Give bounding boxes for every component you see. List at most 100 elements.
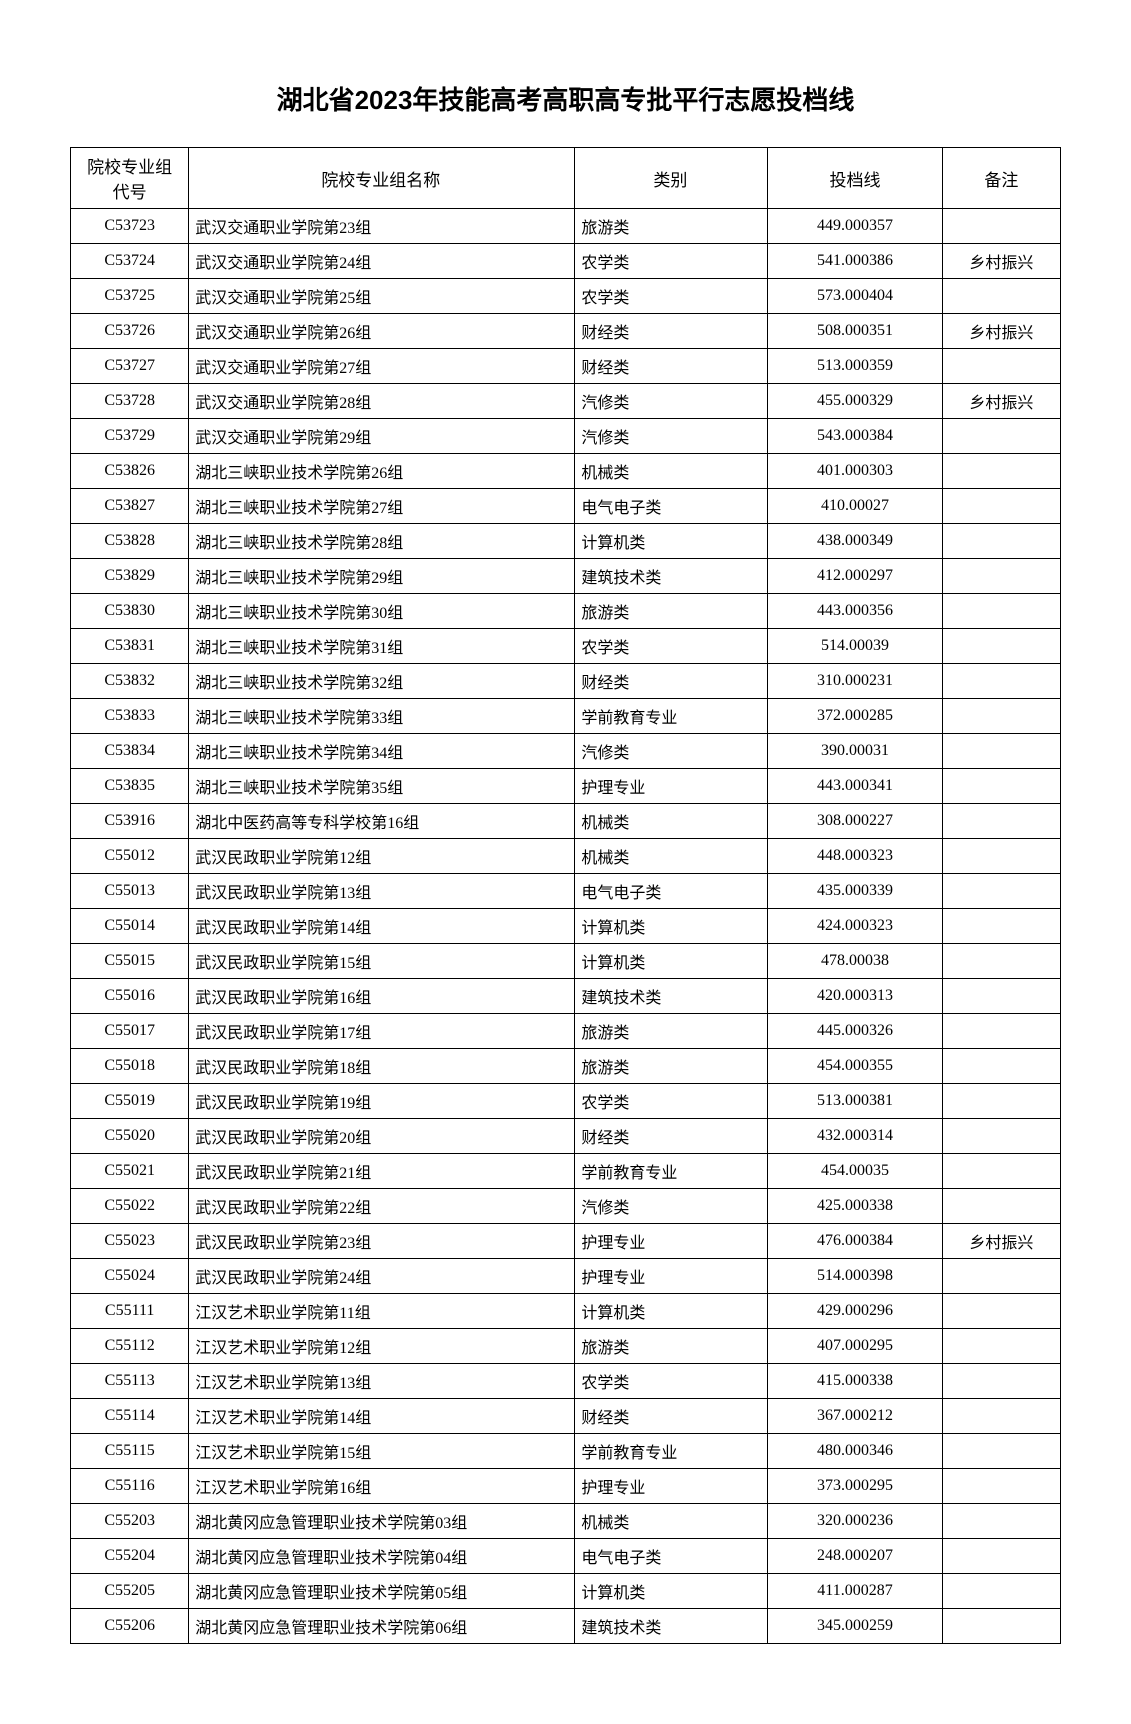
cell-category: 旅游类 <box>575 1329 768 1364</box>
admission-score-table: 院校专业组代号 院校专业组名称 类别 投档线 备注 C53723武汉交通职业学院… <box>70 147 1061 1644</box>
cell-note: 乡村振兴 <box>942 244 1060 279</box>
cell-score: 424.000323 <box>768 909 942 944</box>
cell-score: 390.00031 <box>768 734 942 769</box>
cell-score: 476.000384 <box>768 1224 942 1259</box>
cell-score: 454.000355 <box>768 1049 942 1084</box>
table-row: C53725武汉交通职业学院第25组农学类573.000404 <box>71 279 1061 314</box>
table-row: C53726武汉交通职业学院第26组财经类508.000351乡村振兴 <box>71 314 1061 349</box>
cell-category: 农学类 <box>575 629 768 664</box>
cell-category: 汽修类 <box>575 384 768 419</box>
cell-name: 湖北三峡职业技术学院第32组 <box>189 664 575 699</box>
cell-name: 武汉民政职业学院第20组 <box>189 1119 575 1154</box>
cell-category: 建筑技术类 <box>575 559 768 594</box>
cell-note <box>942 1154 1060 1189</box>
cell-code: C55111 <box>71 1294 189 1329</box>
cell-note <box>942 944 1060 979</box>
cell-code: C55018 <box>71 1049 189 1084</box>
cell-code: C55022 <box>71 1189 189 1224</box>
cell-code: C55112 <box>71 1329 189 1364</box>
cell-category: 计算机类 <box>575 524 768 559</box>
cell-score: 445.000326 <box>768 1014 942 1049</box>
cell-code: C55205 <box>71 1574 189 1609</box>
cell-code: C53834 <box>71 734 189 769</box>
cell-note <box>942 699 1060 734</box>
table-row: C53728武汉交通职业学院第28组汽修类455.000329乡村振兴 <box>71 384 1061 419</box>
cell-name: 湖北三峡职业技术学院第26组 <box>189 454 575 489</box>
cell-category: 计算机类 <box>575 944 768 979</box>
table-header-row: 院校专业组代号 院校专业组名称 类别 投档线 备注 <box>71 148 1061 209</box>
cell-note <box>942 804 1060 839</box>
cell-score: 320.000236 <box>768 1504 942 1539</box>
cell-code: C55021 <box>71 1154 189 1189</box>
cell-category: 汽修类 <box>575 1189 768 1224</box>
cell-name: 武汉交通职业学院第24组 <box>189 244 575 279</box>
cell-name: 江汉艺术职业学院第14组 <box>189 1399 575 1434</box>
table-row: C55116江汉艺术职业学院第16组护理专业373.000295 <box>71 1469 1061 1504</box>
cell-note: 乡村振兴 <box>942 314 1060 349</box>
header-note: 备注 <box>942 148 1060 209</box>
cell-name: 武汉交通职业学院第23组 <box>189 209 575 244</box>
cell-code: C53916 <box>71 804 189 839</box>
cell-category: 农学类 <box>575 279 768 314</box>
cell-code: C55023 <box>71 1224 189 1259</box>
cell-name: 武汉民政职业学院第21组 <box>189 1154 575 1189</box>
cell-category: 机械类 <box>575 804 768 839</box>
table-row: C53834湖北三峡职业技术学院第34组汽修类390.00031 <box>71 734 1061 769</box>
cell-note <box>942 1399 1060 1434</box>
cell-code: C55204 <box>71 1539 189 1574</box>
table-row: C55024武汉民政职业学院第24组护理专业514.000398 <box>71 1259 1061 1294</box>
cell-name: 湖北黄冈应急管理职业技术学院第06组 <box>189 1609 575 1644</box>
cell-name: 武汉民政职业学院第19组 <box>189 1084 575 1119</box>
cell-code: C55016 <box>71 979 189 1014</box>
cell-score: 573.000404 <box>768 279 942 314</box>
cell-note <box>942 769 1060 804</box>
cell-score: 455.000329 <box>768 384 942 419</box>
cell-name: 湖北三峡职业技术学院第27组 <box>189 489 575 524</box>
cell-score: 420.000313 <box>768 979 942 1014</box>
cell-code: C53725 <box>71 279 189 314</box>
cell-note <box>942 454 1060 489</box>
table-row: C55020武汉民政职业学院第20组财经类432.000314 <box>71 1119 1061 1154</box>
table-row: C53830湖北三峡职业技术学院第30组旅游类443.000356 <box>71 594 1061 629</box>
cell-note <box>942 909 1060 944</box>
header-category: 类别 <box>575 148 768 209</box>
cell-note <box>942 1364 1060 1399</box>
cell-note <box>942 1329 1060 1364</box>
cell-name: 江汉艺术职业学院第12组 <box>189 1329 575 1364</box>
cell-score: 373.000295 <box>768 1469 942 1504</box>
cell-note <box>942 559 1060 594</box>
table-row: C55114江汉艺术职业学院第14组财经类367.000212 <box>71 1399 1061 1434</box>
cell-note <box>942 839 1060 874</box>
table-row: C53724武汉交通职业学院第24组农学类541.000386乡村振兴 <box>71 244 1061 279</box>
cell-name: 湖北三峡职业技术学院第35组 <box>189 769 575 804</box>
table-row: C55206湖北黄冈应急管理职业技术学院第06组建筑技术类345.000259 <box>71 1609 1061 1644</box>
page-title: 湖北省2023年技能高考高职高专批平行志愿投档线 <box>70 80 1061 117</box>
cell-name: 湖北三峡职业技术学院第28组 <box>189 524 575 559</box>
cell-note <box>942 874 1060 909</box>
cell-name: 武汉民政职业学院第23组 <box>189 1224 575 1259</box>
cell-score: 248.000207 <box>768 1539 942 1574</box>
cell-category: 汽修类 <box>575 419 768 454</box>
cell-note <box>942 1084 1060 1119</box>
table-row: C55018武汉民政职业学院第18组旅游类454.000355 <box>71 1049 1061 1084</box>
cell-category: 财经类 <box>575 1399 768 1434</box>
cell-name: 江汉艺术职业学院第13组 <box>189 1364 575 1399</box>
table-row: C55013武汉民政职业学院第13组电气电子类435.000339 <box>71 874 1061 909</box>
table-row: C53835湖北三峡职业技术学院第35组护理专业443.000341 <box>71 769 1061 804</box>
cell-code: C53835 <box>71 769 189 804</box>
header-score: 投档线 <box>768 148 942 209</box>
cell-note <box>942 279 1060 314</box>
cell-name: 武汉民政职业学院第17组 <box>189 1014 575 1049</box>
cell-score: 448.000323 <box>768 839 942 874</box>
cell-note <box>942 1434 1060 1469</box>
cell-code: C55113 <box>71 1364 189 1399</box>
cell-code: C55019 <box>71 1084 189 1119</box>
cell-name: 武汉民政职业学院第15组 <box>189 944 575 979</box>
cell-note <box>942 629 1060 664</box>
cell-score: 412.000297 <box>768 559 942 594</box>
cell-note: 乡村振兴 <box>942 1224 1060 1259</box>
table-row: C53831湖北三峡职业技术学院第31组农学类514.00039 <box>71 629 1061 664</box>
cell-note <box>942 979 1060 1014</box>
table-row: C55113江汉艺术职业学院第13组农学类415.000338 <box>71 1364 1061 1399</box>
cell-code: C53832 <box>71 664 189 699</box>
